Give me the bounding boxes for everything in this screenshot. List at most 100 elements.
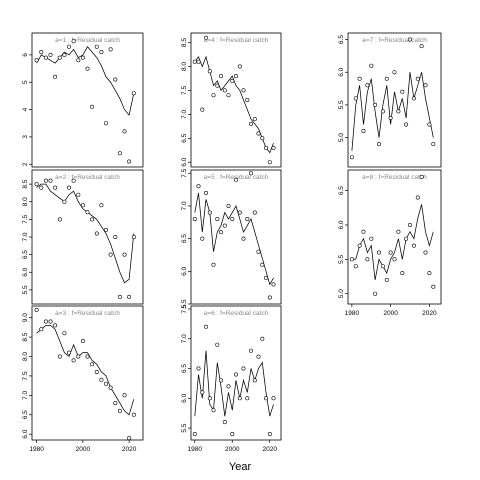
y-tick-label: 9.0 bbox=[22, 313, 29, 322]
panel-frame bbox=[31, 169, 144, 305]
data-point bbox=[215, 83, 220, 88]
data-point bbox=[43, 178, 48, 183]
y-tick-label: 7.5 bbox=[181, 168, 188, 177]
data-point bbox=[113, 235, 118, 240]
data-point bbox=[400, 89, 405, 94]
data-point bbox=[48, 319, 53, 324]
data-point bbox=[204, 190, 209, 195]
data-point bbox=[245, 98, 250, 103]
y-tick-label: 7.5 bbox=[181, 86, 188, 95]
data-point bbox=[113, 77, 118, 82]
y-tick-label: 6 bbox=[22, 53, 29, 57]
data-point bbox=[108, 385, 113, 390]
x-tick-label: 2020 bbox=[122, 446, 137, 453]
y-tick-label: 6.5 bbox=[181, 133, 188, 142]
data-point bbox=[256, 354, 261, 359]
data-point bbox=[419, 174, 424, 179]
data-point bbox=[249, 171, 254, 176]
data-point bbox=[127, 159, 132, 164]
data-point bbox=[127, 294, 132, 299]
data-point bbox=[62, 331, 67, 336]
data-point bbox=[234, 372, 239, 377]
data-point bbox=[94, 231, 99, 236]
data-point bbox=[252, 117, 257, 122]
y-tick-label: 5.5 bbox=[181, 299, 188, 308]
panel-title: a=3 : f=Residual catch bbox=[55, 310, 120, 317]
data-point bbox=[53, 74, 58, 79]
data-point bbox=[392, 70, 397, 75]
y-tick-label: 5.0 bbox=[338, 289, 345, 298]
data-point bbox=[256, 249, 261, 254]
data-point bbox=[76, 354, 81, 359]
data-point bbox=[423, 250, 428, 255]
y-tick-label: 6.0 bbox=[338, 67, 345, 76]
data-point bbox=[237, 64, 242, 69]
data-point bbox=[39, 50, 44, 55]
fitted-line bbox=[36, 46, 135, 116]
data-point bbox=[104, 227, 109, 232]
y-tick-label: 8.0 bbox=[22, 352, 29, 361]
panel-title: a=1 : f=Residual catch bbox=[55, 37, 120, 44]
data-point bbox=[34, 58, 39, 63]
y-tick-label: 7.0 bbox=[22, 390, 29, 399]
data-point bbox=[104, 121, 109, 126]
data-point bbox=[57, 55, 62, 60]
data-point bbox=[57, 354, 62, 359]
data-point bbox=[267, 295, 272, 300]
data-point bbox=[222, 88, 227, 93]
data-point bbox=[357, 76, 362, 81]
y-tick-label: 6.0 bbox=[181, 393, 188, 402]
data-point bbox=[80, 55, 85, 60]
y-tick-label: 8.5 bbox=[181, 38, 188, 47]
data-point bbox=[215, 217, 220, 222]
x-tick-label: 2000 bbox=[383, 310, 398, 317]
data-point bbox=[43, 55, 48, 60]
y-tick-label: 8.5 bbox=[22, 332, 29, 341]
data-point bbox=[90, 362, 95, 367]
panel-4: a=4 : f=Residual catch 6.0 6.5 7.0 7.5 8.0 8.5 bbox=[181, 32, 282, 168]
y-tick-label: 5.0 bbox=[338, 133, 345, 142]
data-point bbox=[62, 52, 67, 57]
data-point bbox=[122, 252, 127, 257]
y-tick-label: 5.5 bbox=[181, 423, 188, 432]
data-point bbox=[85, 210, 90, 215]
data-point bbox=[376, 250, 381, 255]
data-point bbox=[85, 354, 90, 359]
y-tick-label: 6.0 bbox=[22, 429, 29, 438]
y-tick-label: 6.5 bbox=[181, 364, 188, 373]
panel-frame bbox=[347, 169, 442, 305]
y-tick-label: 6.5 bbox=[22, 410, 29, 419]
data-point bbox=[207, 69, 212, 74]
panel-frame bbox=[31, 305, 144, 441]
data-point bbox=[94, 369, 99, 374]
data-point bbox=[431, 142, 436, 147]
y-tick-label: 4 bbox=[22, 107, 29, 111]
panel-frame bbox=[190, 32, 282, 168]
data-point bbox=[230, 431, 235, 436]
panel-title: a=5 : f=Residual catch bbox=[204, 174, 269, 181]
y-tick-label: 6.0 bbox=[338, 220, 345, 229]
panel-2: a=2 : f=Residual catch 5.5 6.0 6.5 7.0 7.5 8.0… bbox=[22, 169, 144, 305]
data-point bbox=[67, 185, 72, 190]
data-point bbox=[252, 378, 257, 383]
data-point bbox=[85, 66, 90, 71]
data-point bbox=[204, 324, 209, 329]
data-point bbox=[34, 307, 39, 312]
y-tick-label: 6.5 bbox=[22, 250, 29, 259]
panel-6: a=6 : f=Residual catch 5.5 6.0 6.5 7.0 7.5 198… bbox=[181, 304, 282, 453]
y-tick-label: 5.5 bbox=[22, 285, 29, 294]
data-point bbox=[90, 217, 95, 222]
data-point bbox=[376, 142, 381, 147]
data-point bbox=[71, 358, 76, 363]
panel-title: a=4 : f=Residual catch bbox=[204, 37, 269, 44]
data-point bbox=[380, 109, 385, 114]
panel-frame bbox=[31, 32, 144, 168]
data-point bbox=[57, 217, 62, 222]
data-point bbox=[234, 74, 239, 79]
data-point bbox=[361, 129, 366, 134]
data-point bbox=[215, 342, 220, 347]
y-tick-label: 6.0 bbox=[22, 267, 29, 276]
data-point bbox=[39, 327, 44, 332]
data-point bbox=[104, 381, 109, 386]
data-point bbox=[67, 350, 72, 355]
